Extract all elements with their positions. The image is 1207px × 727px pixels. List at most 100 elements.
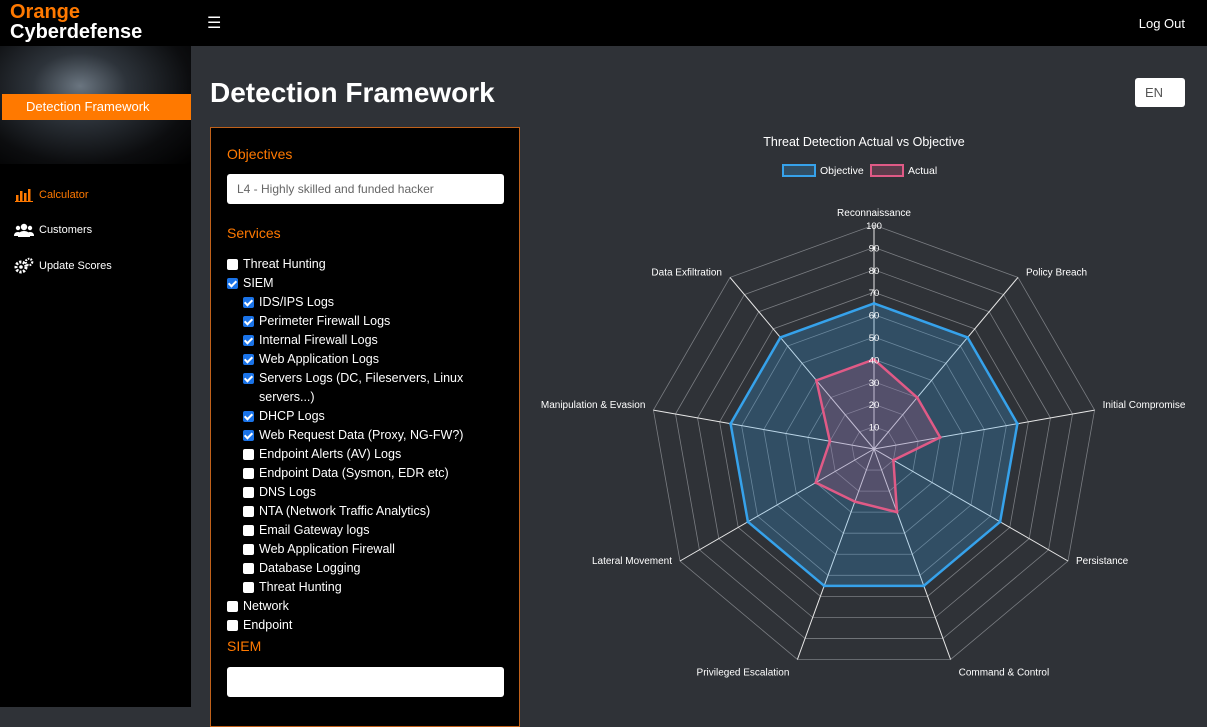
axis-label: Policy Breach — [1026, 267, 1087, 278]
service-label: Email Gateway logs — [259, 523, 370, 537]
service-checkbox[interactable] — [243, 582, 254, 593]
service-option[interactable]: DHCP Logs — [243, 407, 501, 426]
service-option[interactable]: Email Gateway logs — [243, 521, 501, 540]
service-option[interactable]: NTA (Network Traffic Analytics) — [243, 502, 501, 521]
grid-ring — [829, 403, 919, 492]
service-label: Perimeter Firewall Logs — [259, 314, 391, 328]
service-checkbox[interactable] — [243, 316, 254, 327]
data-point-actual — [915, 396, 919, 400]
service-option[interactable]: Network — [227, 597, 501, 616]
radar-chart: Threat Detection Actual vs Objective Obje… — [541, 135, 1186, 678]
service-label: Web Application Logs — [259, 352, 379, 366]
users-icon — [14, 221, 34, 239]
bar-chart-icon — [14, 186, 34, 204]
axis-label: Data Exfiltration — [651, 267, 722, 278]
service-checkbox[interactable] — [243, 544, 254, 555]
axis-spoke — [873, 277, 1019, 450]
grid-ring — [785, 358, 963, 534]
service-checkbox[interactable] — [243, 506, 254, 517]
service-option[interactable]: Web Application Logs — [243, 350, 501, 369]
service-label: Network — [243, 599, 289, 613]
sidebar-item-customers[interactable]: Customers — [14, 221, 92, 239]
service-option[interactable]: Endpoint Data (Sysmon, EDR etc) — [243, 464, 501, 483]
siem-select[interactable] — [227, 667, 504, 697]
service-checkbox[interactable] — [243, 335, 254, 346]
service-option[interactable]: Servers Logs (DC, Fileservers, Linux ser… — [243, 369, 501, 407]
service-option[interactable]: DNS Logs — [243, 483, 501, 502]
axis-label: Persistance — [1076, 556, 1129, 567]
service-option[interactable]: Threat Hunting — [243, 578, 501, 597]
service-checkbox[interactable] — [243, 449, 254, 460]
service-checkbox[interactable] — [243, 430, 254, 441]
grid-ring — [851, 426, 897, 471]
data-point-actual — [828, 439, 832, 443]
service-checkbox[interactable] — [243, 373, 254, 384]
logout-button[interactable]: Log Out — [1138, 16, 1185, 31]
data-point-objective — [966, 335, 970, 339]
data-point-objective — [778, 335, 782, 339]
objectives-heading: Objectives — [227, 146, 293, 162]
objectives-select[interactable]: L4 - Highly skilled and funded hacker — [227, 174, 504, 204]
sidebar-item-label: Calculator — [39, 189, 89, 201]
axis-spoke — [796, 448, 875, 660]
service-checkbox[interactable] — [243, 411, 254, 422]
tick-label: 50 — [869, 333, 880, 344]
tick-label: 80 — [869, 266, 880, 277]
data-point-actual — [938, 435, 942, 439]
service-option[interactable]: Endpoint — [227, 616, 501, 635]
logo: Orange Cyberdefense — [10, 2, 142, 42]
tick-label: 20 — [869, 400, 880, 411]
service-checkbox[interactable] — [227, 259, 238, 270]
chart-title: Threat Detection Actual vs Objective — [763, 135, 965, 149]
tick-label: 90 — [869, 243, 880, 254]
data-point-objective — [998, 520, 1002, 524]
service-label: Database Logging — [259, 561, 361, 575]
grid-ring — [697, 269, 1051, 618]
axis-spoke — [873, 409, 1095, 450]
sidebar-item-calculator[interactable]: Calculator — [14, 186, 89, 204]
data-point-actual — [814, 378, 818, 382]
service-option[interactable]: SIEM — [227, 274, 501, 293]
legend-swatch-actual — [870, 164, 904, 177]
legend-swatch-objective — [782, 164, 816, 177]
services-heading: Services — [227, 225, 281, 241]
service-checkbox[interactable] — [243, 487, 254, 498]
service-option[interactable]: Internal Firewall Logs — [243, 331, 501, 350]
service-label: NTA (Network Traffic Analytics) — [259, 504, 431, 518]
service-checkbox[interactable] — [243, 297, 254, 308]
grid-ring — [675, 246, 1073, 639]
sidebar: Detection Framework Calculator Customers… — [0, 46, 191, 707]
axis-label: Initial Compromise — [1103, 400, 1186, 411]
tick-label: 40 — [869, 355, 880, 366]
axis-spoke — [729, 277, 875, 450]
axis-label: Command & Control — [959, 667, 1050, 678]
service-checkbox[interactable] — [243, 354, 254, 365]
data-point-objective — [822, 584, 826, 588]
service-option[interactable]: Endpoint Alerts (AV) Logs — [243, 445, 501, 464]
axis-spoke — [679, 448, 875, 562]
sidebar-item-update-scores[interactable]: Update Scores — [14, 257, 112, 275]
hamburger-icon[interactable]: ☰ — [207, 15, 222, 32]
language-select[interactable]: EN — [1135, 78, 1185, 107]
service-option[interactable]: Perimeter Firewall Logs — [243, 312, 501, 331]
service-checkbox[interactable] — [227, 620, 238, 631]
service-checkbox[interactable] — [227, 278, 238, 289]
service-option[interactable]: Threat Hunting — [227, 255, 501, 274]
axis-label: Lateral Movement — [592, 556, 672, 567]
service-option[interactable]: Web Request Data (Proxy, NG-FW?) — [243, 426, 501, 445]
gears-icon — [14, 257, 34, 275]
service-checkbox[interactable] — [243, 563, 254, 574]
tick-label: 10 — [869, 423, 880, 434]
service-option[interactable]: IDS/IPS Logs — [243, 293, 501, 312]
service-checkbox[interactable] — [243, 468, 254, 479]
tick-label: 30 — [869, 378, 880, 389]
sidebar-item-label: Update Scores — [39, 260, 112, 272]
page-title: Detection Framework — [210, 77, 495, 108]
service-checkbox[interactable] — [227, 601, 238, 612]
service-label: Web Application Firewall — [259, 542, 395, 556]
service-option[interactable]: Web Application Firewall — [243, 540, 501, 559]
grid-ring — [763, 336, 985, 555]
service-checkbox[interactable] — [243, 525, 254, 536]
data-point-objective — [746, 520, 750, 524]
service-option[interactable]: Database Logging — [243, 559, 501, 578]
